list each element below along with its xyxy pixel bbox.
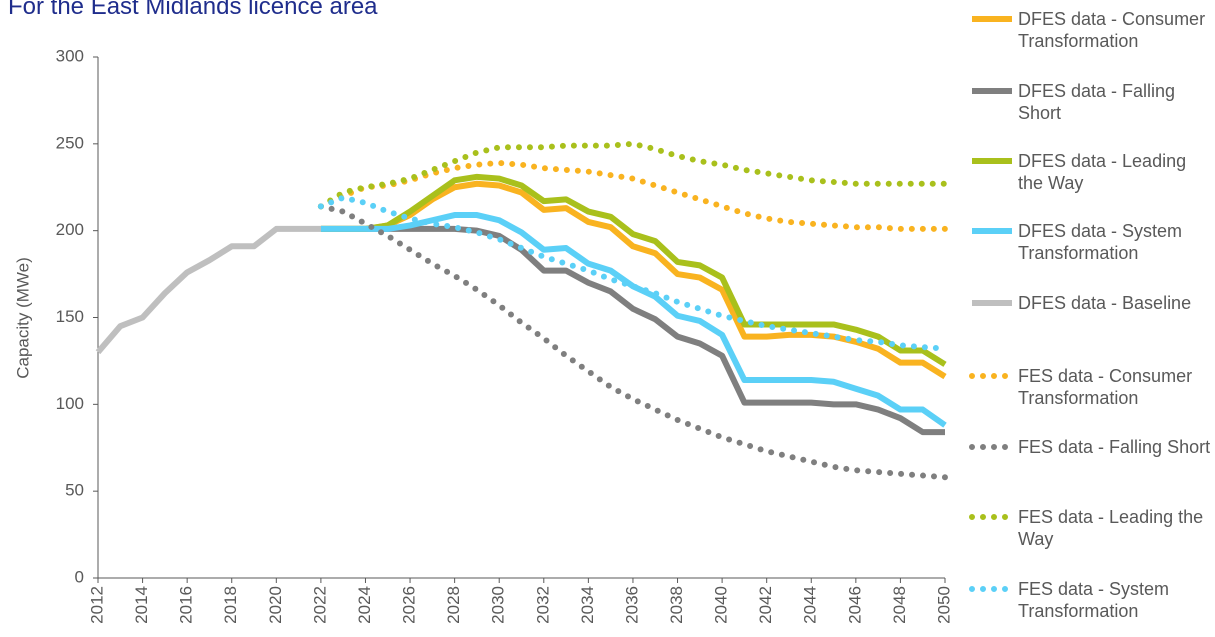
x-tick-label: 2042 bbox=[756, 586, 775, 624]
legend-label: DFES data - Consumer Transformation bbox=[1018, 9, 1206, 51]
legend-label: FES data - Consumer Transformation bbox=[1018, 366, 1193, 408]
legend-swatch bbox=[972, 158, 1012, 164]
y-tick-label: 100 bbox=[56, 394, 84, 413]
x-tick-label: 2048 bbox=[890, 586, 909, 624]
series-line bbox=[320, 225, 945, 436]
x-tick-label: 2012 bbox=[87, 586, 106, 624]
legend-swatch bbox=[972, 228, 1012, 234]
series-line bbox=[317, 140, 948, 210]
series-line bbox=[320, 180, 947, 380]
legend-label: DFES data - Baseline bbox=[1018, 293, 1192, 313]
legend-label: FES data - System Transformation bbox=[1018, 579, 1170, 621]
x-tick-label: 2026 bbox=[400, 586, 419, 624]
chart-title: For the East Midlands licence area bbox=[8, 0, 378, 20]
x-tick-label: 2020 bbox=[266, 586, 285, 624]
x-tick-label: 2034 bbox=[578, 586, 597, 624]
x-tick-label: 2018 bbox=[221, 586, 240, 624]
x-tick-label: 2044 bbox=[801, 586, 820, 624]
series-line bbox=[320, 173, 947, 367]
x-tick-label: 2032 bbox=[533, 586, 552, 624]
x-tick-label: 2038 bbox=[667, 586, 686, 624]
legend-swatch bbox=[969, 586, 1014, 592]
y-axis-label: Capacity (MWe) bbox=[13, 257, 32, 379]
y-tick-label: 150 bbox=[56, 307, 84, 326]
legend-swatch bbox=[972, 88, 1012, 94]
legend-swatch bbox=[972, 16, 1012, 22]
y-tick-label: 250 bbox=[56, 133, 84, 152]
series-line bbox=[95, 225, 321, 355]
legend-swatch bbox=[969, 444, 1014, 450]
y-tick-label: 300 bbox=[56, 46, 84, 65]
legend-label: DFES data - System Transformation bbox=[1018, 221, 1183, 263]
legend-label: DFES data - Falling Short bbox=[1018, 81, 1176, 123]
series-line bbox=[317, 194, 948, 352]
x-tick-label: 2024 bbox=[355, 586, 374, 624]
x-tick-label: 2036 bbox=[622, 586, 641, 624]
x-tick-label: 2050 bbox=[934, 586, 953, 624]
x-tick-label: 2040 bbox=[712, 586, 731, 624]
x-tick-label: 2022 bbox=[310, 586, 329, 624]
legend-label: FES data - Leading the Way bbox=[1018, 507, 1204, 549]
x-tick-label: 2028 bbox=[444, 586, 463, 624]
y-tick-label: 0 bbox=[75, 567, 84, 586]
legend-label: FES data - Falling Short bbox=[1018, 437, 1211, 457]
x-tick-label: 2046 bbox=[845, 586, 864, 624]
x-tick-label: 2030 bbox=[489, 586, 508, 624]
legend-swatch bbox=[969, 373, 1014, 379]
y-tick-label: 200 bbox=[56, 220, 84, 239]
legend-swatch bbox=[972, 300, 1012, 306]
legend-swatch bbox=[969, 514, 1014, 520]
legend-label: DFES data - Leading the Way bbox=[1018, 151, 1187, 193]
x-tick-label: 2014 bbox=[132, 586, 151, 624]
x-tick-label: 2016 bbox=[177, 586, 196, 624]
y-tick-label: 50 bbox=[65, 481, 84, 500]
